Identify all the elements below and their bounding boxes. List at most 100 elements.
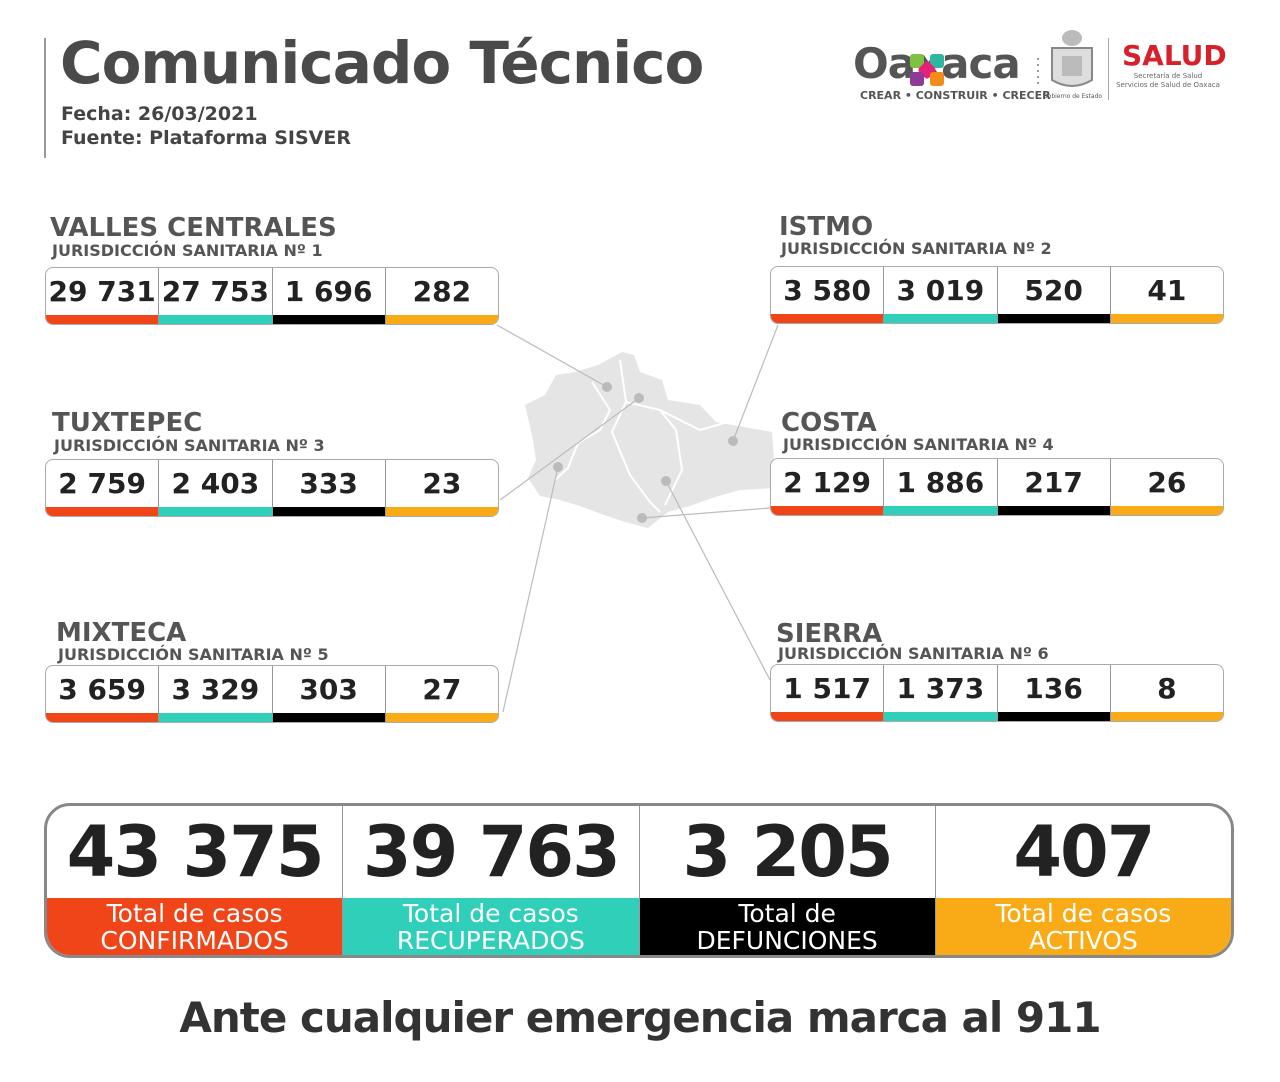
- total-activos: 407 Total de casos ACTIVOS: [935, 806, 1231, 955]
- color-bar: [771, 506, 884, 515]
- total-label-line1: Total de casos: [995, 898, 1172, 928]
- total-label-line1: Total de: [738, 898, 836, 928]
- salud-logo: SALUD: [1122, 39, 1227, 72]
- region-stat-activos: 41: [1110, 267, 1223, 323]
- total-value: 407: [1013, 811, 1155, 893]
- stat-value: 8: [1157, 672, 1177, 705]
- color-bar: [771, 314, 884, 323]
- page-title: Comunicado Técnico: [60, 29, 704, 97]
- region-card: 3 580 3 019 520 41: [770, 266, 1224, 324]
- region-subtitle: JURISDICCIÓN SANITARIA Nº 4: [783, 435, 1054, 454]
- total-label-line2: CONFIRMADOS: [100, 925, 289, 955]
- map-shape: [525, 352, 776, 528]
- map-borders: [554, 359, 736, 513]
- region-stat-confirmados: 1 517: [771, 665, 885, 721]
- color-bar: [272, 507, 385, 516]
- region-stat-defunciones: 520: [997, 267, 1111, 323]
- region-card: 1 517 1 373 136 8: [770, 664, 1224, 722]
- stat-value: 2 759: [58, 467, 146, 500]
- stat-value: 41: [1147, 274, 1187, 307]
- stat-value: 1 886: [896, 466, 985, 499]
- color-bar: [997, 712, 1110, 721]
- color-bar: [997, 506, 1110, 515]
- total-label-line1: Total de casos: [402, 898, 579, 928]
- total-confirmados: 43 375 Total de casos CONFIRMADOS: [47, 806, 344, 955]
- total-label-line2: DEFUNCIONES: [696, 925, 878, 955]
- region-stat-activos: 8: [1110, 665, 1223, 721]
- color-bar: [1110, 314, 1223, 323]
- region-stat-activos: 26: [1110, 459, 1223, 515]
- region-stat-defunciones: 303: [272, 666, 386, 722]
- total-value: 3 205: [682, 811, 894, 893]
- region-stat-confirmados: 3 659: [46, 666, 160, 722]
- stat-value: 1 696: [284, 275, 373, 308]
- total-value: 43 375: [66, 811, 325, 893]
- region-stat-recuperados: 2 403: [159, 460, 273, 516]
- region-title: COSTA: [781, 408, 877, 438]
- color-bar: [46, 315, 159, 324]
- region-subtitle: JURISDICCIÓN SANITARIA Nº 2: [781, 239, 1052, 258]
- total-value: 39 763: [362, 811, 621, 893]
- region-stat-activos: 27: [385, 666, 498, 722]
- region-title: ISTMO: [779, 212, 874, 242]
- region-card: 29 731 27 753 1 696 282: [45, 267, 499, 325]
- total-label-line1: Total de casos: [106, 898, 283, 928]
- total-label: Total de casos ACTIVOS: [935, 898, 1231, 955]
- color-bar: [159, 315, 272, 324]
- salud-subtitle-line2: Servicios de Salud de Oaxaca: [1116, 81, 1220, 89]
- stat-value: 3 580: [783, 274, 871, 307]
- region-stat-confirmados: 2 129: [771, 459, 885, 515]
- state-seal-icon: [1037, 30, 1093, 88]
- gobierno-label: Gobierno de Estado: [1043, 93, 1103, 100]
- color-bar: [159, 507, 272, 516]
- salud-subtitle-line1: Secretaría de Salud: [1133, 72, 1203, 80]
- region-title: VALLES CENTRALES: [50, 213, 337, 243]
- color-bar: [272, 713, 385, 722]
- salud-subtitle: Secretaría de Salud Servicios de Salud d…: [1112, 72, 1224, 90]
- stat-value: 3 019: [896, 274, 985, 307]
- region-stat-activos: 23: [385, 460, 498, 516]
- region-title: SIERRA: [776, 619, 883, 649]
- region-subtitle: JURISDICCIÓN SANITARIA Nº 6: [778, 644, 1049, 663]
- oaxaca-logo-mark: [910, 54, 944, 86]
- region-title: TUXTEPEC: [52, 408, 203, 438]
- region-stat-defunciones: 136: [997, 665, 1111, 721]
- stat-value: 1 373: [896, 672, 985, 705]
- stat-value: 27: [422, 673, 462, 706]
- connector-lines: [496, 324, 779, 713]
- color-bar: [884, 712, 997, 721]
- region-stat-activos: 282: [385, 268, 498, 324]
- map-dots: [553, 382, 738, 523]
- color-bar: [46, 713, 159, 722]
- color-bar: [272, 315, 385, 324]
- region-subtitle: JURISDICCIÓN SANITARIA Nº 1: [52, 241, 323, 260]
- stat-value: 303: [299, 673, 358, 706]
- color-bar: [385, 507, 498, 516]
- stat-value: 2 129: [783, 466, 871, 499]
- stat-value: 520: [1024, 274, 1083, 307]
- region-card: 3 659 3 329 303 27: [45, 665, 499, 723]
- region-stat-defunciones: 1 696: [272, 268, 386, 324]
- color-bar: [1110, 506, 1223, 515]
- total-label: Total de casos CONFIRMADOS: [47, 898, 343, 955]
- total-recuperados: 39 763 Total de casos RECUPERADOS: [343, 806, 640, 955]
- color-bar: [884, 314, 997, 323]
- color-bar: [771, 712, 884, 721]
- region-card: 2 759 2 403 333 23: [45, 459, 499, 517]
- stat-value: 26: [1147, 466, 1187, 499]
- color-bar: [385, 713, 498, 722]
- stat-value: 282: [412, 275, 472, 308]
- color-bar: [385, 315, 498, 324]
- color-bar: [884, 506, 997, 515]
- total-label-line2: RECUPERADOS: [396, 925, 585, 955]
- date-label: Fecha: 26/03/2021: [61, 103, 258, 125]
- color-bar: [46, 507, 159, 516]
- header-divider: [44, 38, 46, 158]
- stat-value: 3 329: [171, 673, 260, 706]
- region-stat-recuperados: 1 373: [884, 665, 998, 721]
- region-subtitle: JURISDICCIÓN SANITARIA Nº 5: [58, 645, 329, 664]
- total-label: Total de casos RECUPERADOS: [343, 898, 639, 955]
- stat-value: 27 753: [161, 275, 269, 308]
- total-defunciones: 3 205 Total de DEFUNCIONES: [639, 806, 936, 955]
- color-bar: [159, 713, 272, 722]
